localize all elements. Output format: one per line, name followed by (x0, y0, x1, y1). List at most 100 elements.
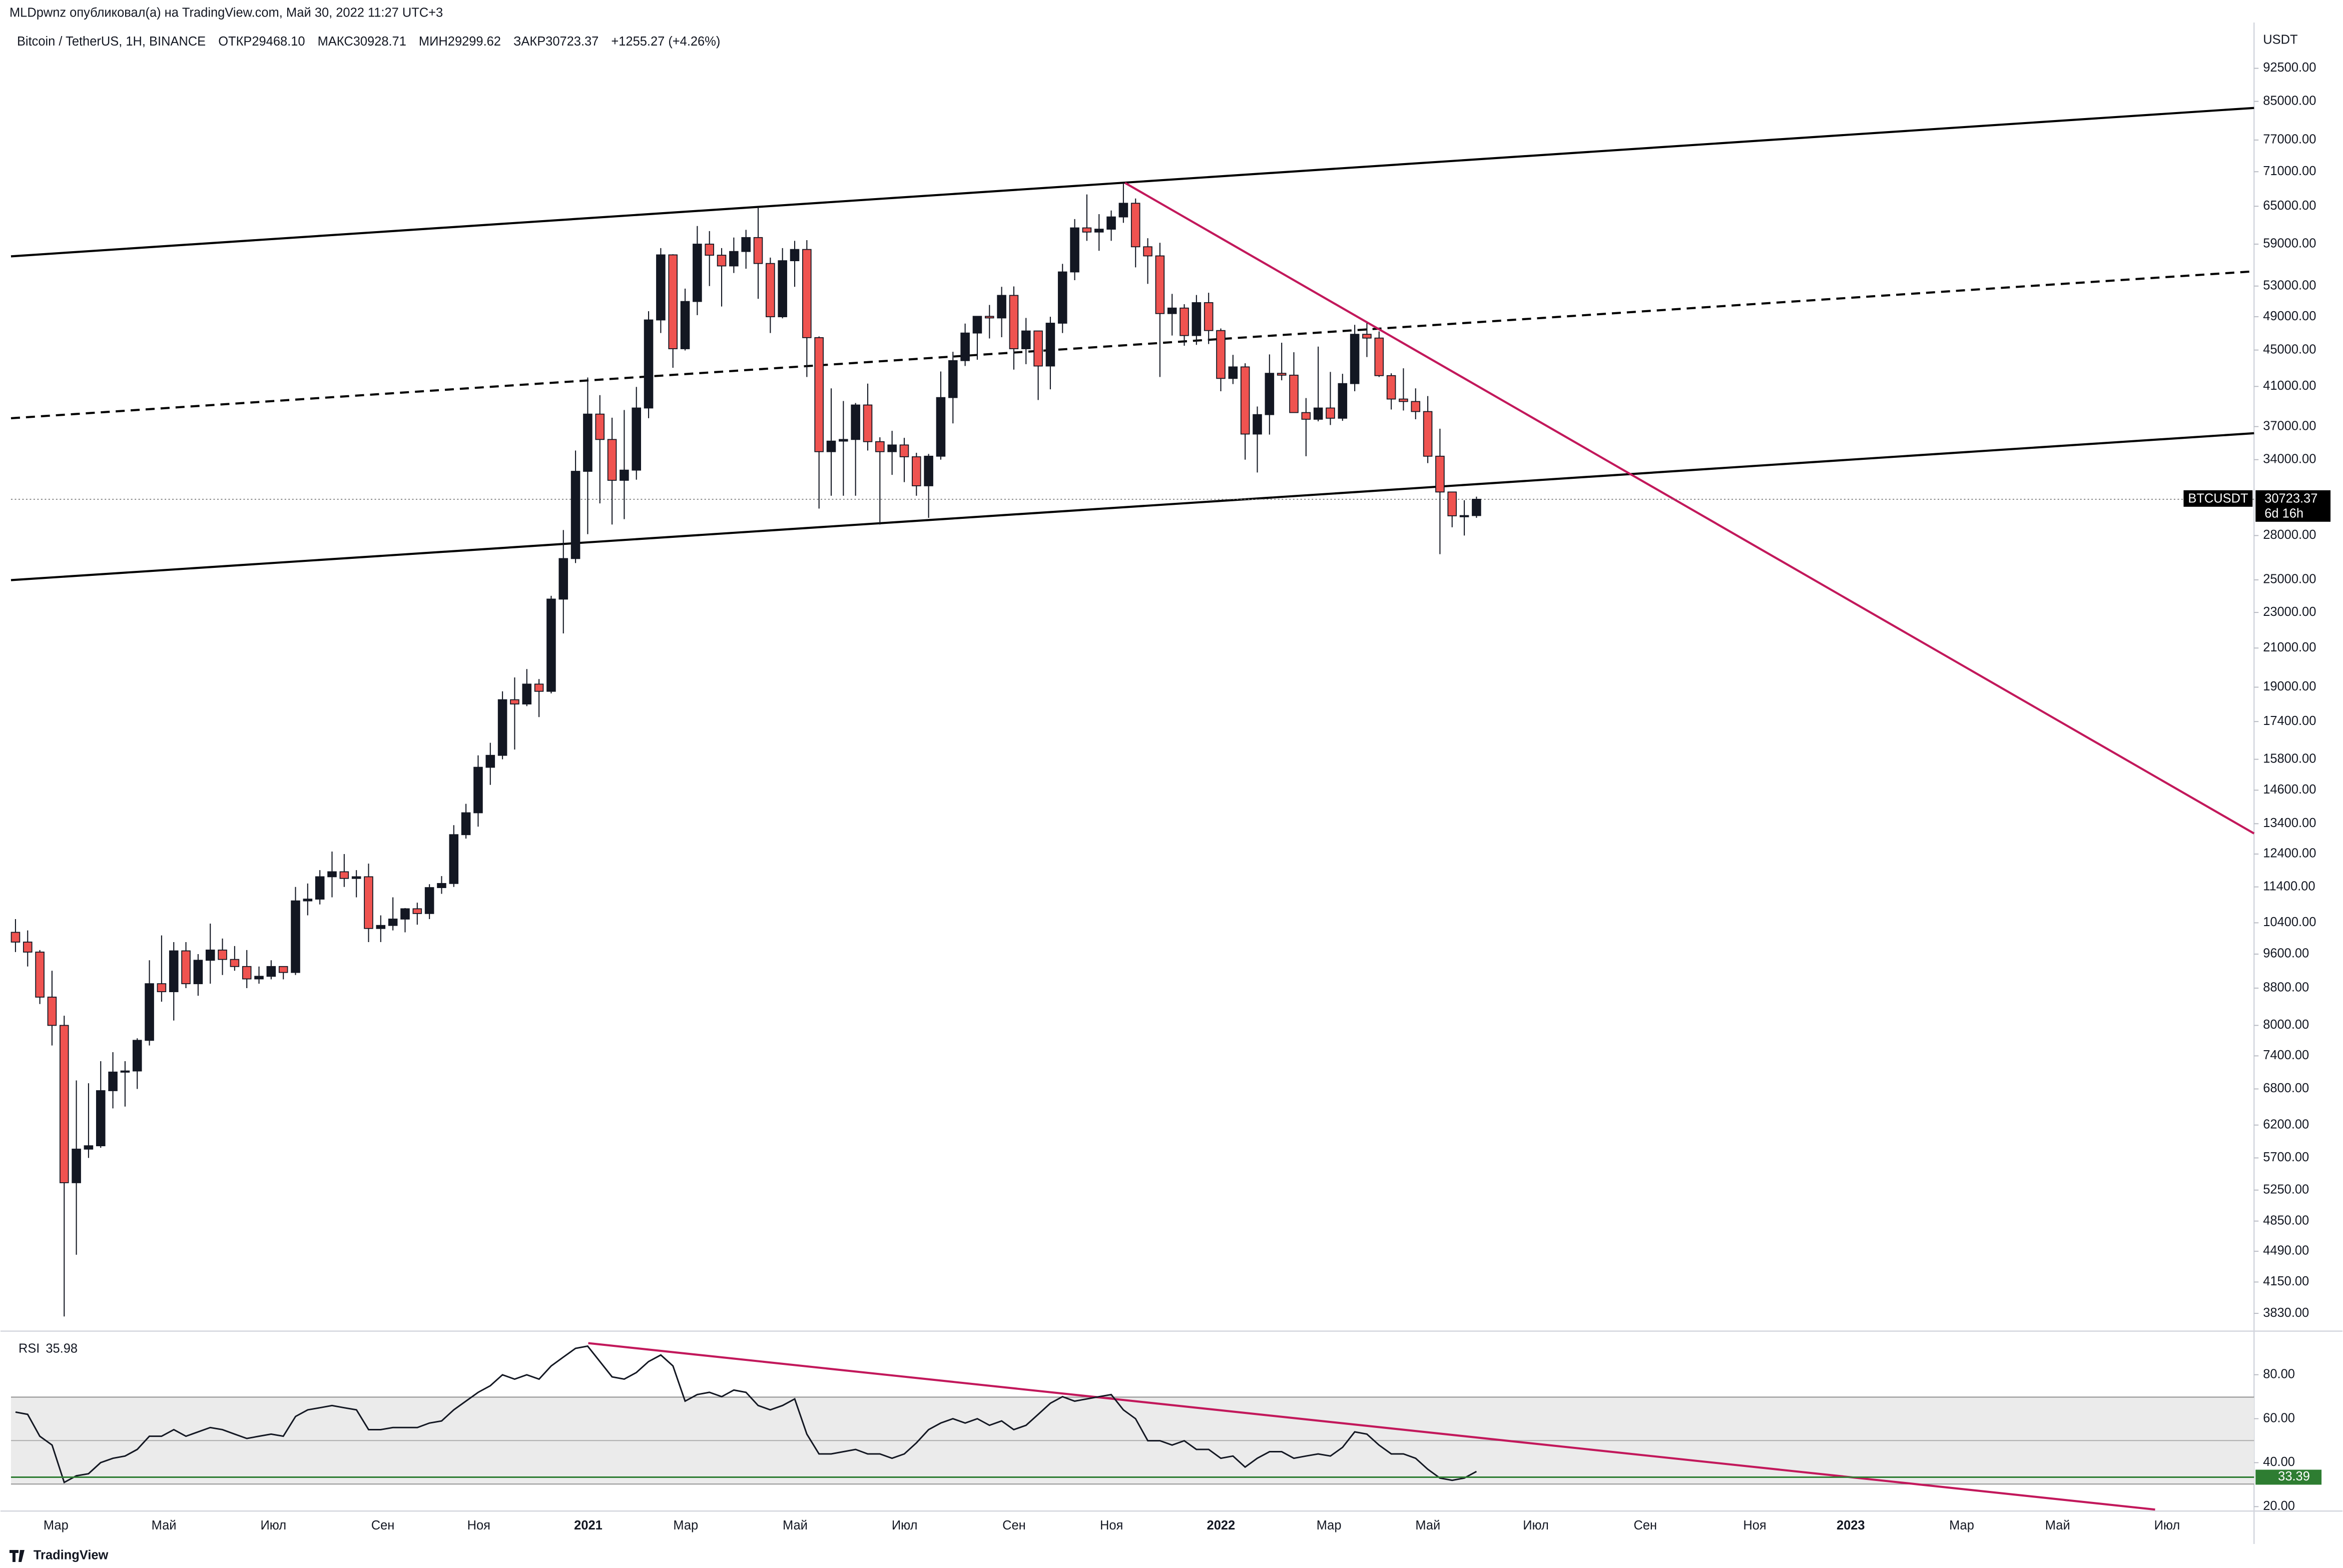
candle-body (1326, 407, 1335, 419)
candle-body (912, 456, 921, 486)
candle-body (1313, 407, 1323, 420)
candle-body (157, 983, 167, 993)
candle-body (1118, 203, 1128, 218)
candle-body (1240, 366, 1250, 435)
candle-body (863, 404, 873, 442)
high: МАКС30928.71 (318, 35, 406, 49)
y-tick-label: 92500.00 (2263, 61, 2316, 75)
x-tick-label: Май (152, 1518, 177, 1532)
candle-body (230, 959, 240, 967)
y-tick-label: 11400.00 (2263, 879, 2315, 893)
candle-body (1082, 227, 1092, 233)
candle-body (1057, 271, 1067, 324)
candle-body (376, 925, 386, 929)
candle-body (632, 407, 642, 471)
rsi-tick-label: 60.00 (2263, 1411, 2295, 1425)
candle-body (887, 444, 897, 452)
x-tick-label: 2021 (574, 1518, 603, 1532)
candle-body (35, 952, 45, 998)
y-tick-label: 19000.00 (2263, 679, 2316, 693)
candle-body (1130, 203, 1140, 248)
y-tick-label: 10400.00 (2263, 915, 2316, 929)
candle-body (510, 699, 519, 704)
y-tick-label: 5250.00 (2263, 1182, 2309, 1196)
candle-body (656, 254, 666, 321)
x-tick-label: Июл (260, 1518, 286, 1532)
candle-body (1143, 246, 1152, 257)
candle-body (680, 301, 690, 349)
rsi-trendline (588, 1342, 2155, 1511)
y-tick-label: 85000.00 (2263, 94, 2316, 108)
candle-body (972, 316, 982, 334)
candle-body (400, 908, 410, 920)
change: +1255.27 (+4.26%) (611, 35, 720, 49)
candle-body (23, 942, 33, 953)
rsi-ma-box (2255, 1469, 2322, 1485)
footer: TradingView (34, 1548, 109, 1562)
y-tick-label: 71000.00 (2263, 164, 2316, 178)
low: МИН29299.62 (419, 35, 501, 49)
candle-body (753, 237, 763, 264)
candle-body (1106, 216, 1116, 230)
candle-body (1228, 366, 1238, 379)
candle-body (558, 558, 568, 600)
currency: USDT (2263, 33, 2297, 47)
y-tick-label: 3830.00 (2263, 1306, 2309, 1320)
y-tick-label: 13400.00 (2263, 816, 2316, 830)
y-tick-label: 41000.00 (2263, 379, 2316, 393)
y-tick-label: 21000.00 (2263, 640, 2316, 654)
price-box (2255, 490, 2331, 522)
candle-body (1411, 401, 1421, 412)
symbol-name: Bitcoin / TetherUS, 1Н, BINANCE (17, 35, 206, 49)
y-tick-label: 4150.00 (2263, 1274, 2309, 1288)
candle-body (1265, 373, 1275, 415)
candle-body (424, 887, 434, 914)
candle-body (84, 1145, 94, 1150)
publisher: MLDpwnz опубликовал(а) на TradingView.co… (10, 6, 443, 20)
candle-body (790, 249, 800, 261)
x-tick-label: Сен (371, 1518, 395, 1532)
countdown: 6d 16h (2264, 507, 2303, 521)
candle-body (120, 1070, 130, 1073)
rsi-title: RSI 35.98 (19, 1341, 78, 1355)
candle-body (1216, 330, 1226, 379)
rsi-value: 35.98 (46, 1341, 78, 1355)
candle-body (132, 1040, 142, 1072)
candle-body (351, 876, 361, 879)
rsi-line (15, 1345, 1477, 1484)
candle-body (960, 332, 970, 361)
candle-body (595, 413, 605, 440)
ticker: BTCUSDT (2188, 492, 2248, 506)
candle-body (1180, 307, 1189, 336)
candle-body (1459, 515, 1469, 517)
candle-body (1362, 334, 1372, 339)
candle-body (729, 251, 739, 267)
x-tick-label: Май (783, 1518, 808, 1532)
candle-body (1472, 498, 1481, 516)
candle-body (145, 983, 154, 1041)
candle-body (1155, 255, 1165, 314)
candle-body (254, 976, 264, 980)
candle-body (1350, 334, 1360, 384)
channel-lower (11, 432, 2254, 581)
candle-body (1289, 374, 1299, 413)
candle-body (388, 919, 398, 926)
candle-body (108, 1071, 118, 1091)
x-tick-label: Мар (1949, 1518, 1974, 1532)
y-tick-label: 14600.00 (2263, 782, 2316, 797)
x-tick-label: Ноя (1100, 1518, 1123, 1532)
candle-body (1435, 455, 1445, 493)
last-price-label: 30723.37 (2264, 492, 2317, 506)
y-tick-label: 34000.00 (2263, 452, 2316, 466)
y-tick-label: 28000.00 (2263, 528, 2316, 542)
candle-body (839, 439, 848, 442)
rsi-name: RSI (19, 1341, 40, 1355)
candle-body (1386, 375, 1396, 400)
candle-body (11, 932, 21, 943)
y-tick-label: 15800.00 (2263, 751, 2316, 765)
open: ОТКР29468.10 (218, 35, 305, 49)
x-tick-label: Май (1415, 1518, 1440, 1532)
candle-body (693, 244, 702, 302)
candle-body (497, 699, 507, 756)
